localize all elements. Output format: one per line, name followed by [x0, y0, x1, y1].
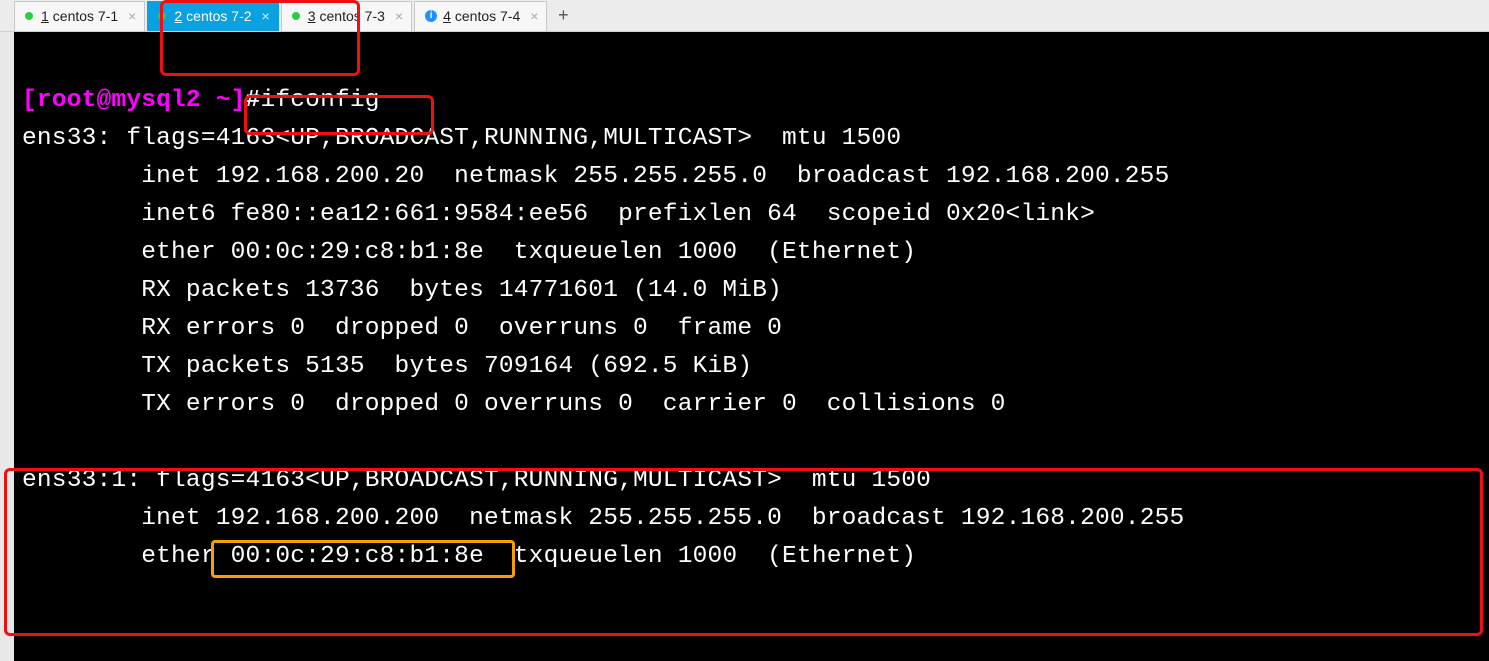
output-line: ens33:1: flags=4163<UP,BROADCAST,RUNNING…: [22, 467, 931, 494]
tab-centos-7-3[interactable]: 3 centos 7-3 ×: [281, 1, 412, 31]
output-line: TX packets 5135 bytes 709164 (692.5 KiB): [22, 353, 752, 380]
output-line: ens33: flags=4163<UP,BROADCAST,RUNNING,M…: [22, 125, 901, 152]
tab-centos-7-4[interactable]: i 4 centos 7-4 ×: [414, 1, 547, 31]
output-line: TX errors 0 dropped 0 overruns 0 carrier…: [22, 391, 1006, 418]
output-line: inet6 fe80::ea12:661:9584:ee56 prefixlen…: [22, 201, 1095, 228]
tab-label: centos 7-1: [53, 8, 118, 24]
output-line: ether 00:0c:29:c8:b1:8e txqueuelen 1000 …: [22, 543, 916, 570]
output-line: RX packets 13736 bytes 14771601 (14.0 Mi…: [22, 277, 782, 304]
blank-line: [22, 49, 37, 76]
status-dot-icon: [158, 12, 166, 20]
tab-centos-7-2[interactable]: 2 centos 7-2 ×: [147, 1, 278, 31]
close-icon[interactable]: ×: [395, 9, 403, 23]
tab-number: 2: [174, 8, 182, 24]
close-icon[interactable]: ×: [530, 9, 538, 23]
output-line: RX errors 0 dropped 0 overruns 0 frame 0: [22, 315, 782, 342]
tab-number: 4: [443, 8, 451, 24]
prompt-hash: #: [246, 87, 261, 114]
command-text: ifconfig: [260, 87, 379, 114]
plus-icon: +: [558, 5, 569, 26]
prompt-user: [root@mysql2 ~]: [22, 87, 246, 114]
close-icon[interactable]: ×: [262, 9, 270, 23]
output-line: inet: [22, 505, 216, 532]
output-line: inet 192.168.200.20 netmask 255.255.255.…: [22, 163, 1169, 190]
terminal-pane[interactable]: [root@mysql2 ~]#ifconfig ens33: flags=41…: [14, 32, 1489, 661]
info-icon: i: [425, 10, 437, 22]
new-tab-button[interactable]: +: [549, 2, 577, 30]
tab-centos-7-1[interactable]: 1 centos 7-1 ×: [14, 1, 145, 31]
left-gutter: [0, 32, 14, 661]
tab-label: centos 7-2: [186, 8, 251, 24]
output-line: ether 00:0c:29:c8:b1:8e txqueuelen 1000 …: [22, 239, 916, 266]
tab-label: centos 7-4: [455, 8, 520, 24]
output-line: netmask 255.255.255.0 broadcast 192.168.…: [439, 505, 1184, 532]
tab-number: 1: [41, 8, 49, 24]
window-root: 1 centos 7-1 × 2 centos 7-2 × 3 centos 7…: [0, 0, 1489, 661]
tab-number: 3: [308, 8, 316, 24]
tab-bar: 1 centos 7-1 × 2 centos 7-2 × 3 centos 7…: [0, 0, 1489, 32]
tab-label: centos 7-3: [320, 8, 385, 24]
status-dot-icon: [292, 12, 300, 20]
status-dot-icon: [25, 12, 33, 20]
output-ip: 192.168.200.200: [216, 505, 440, 532]
close-icon[interactable]: ×: [128, 9, 136, 23]
